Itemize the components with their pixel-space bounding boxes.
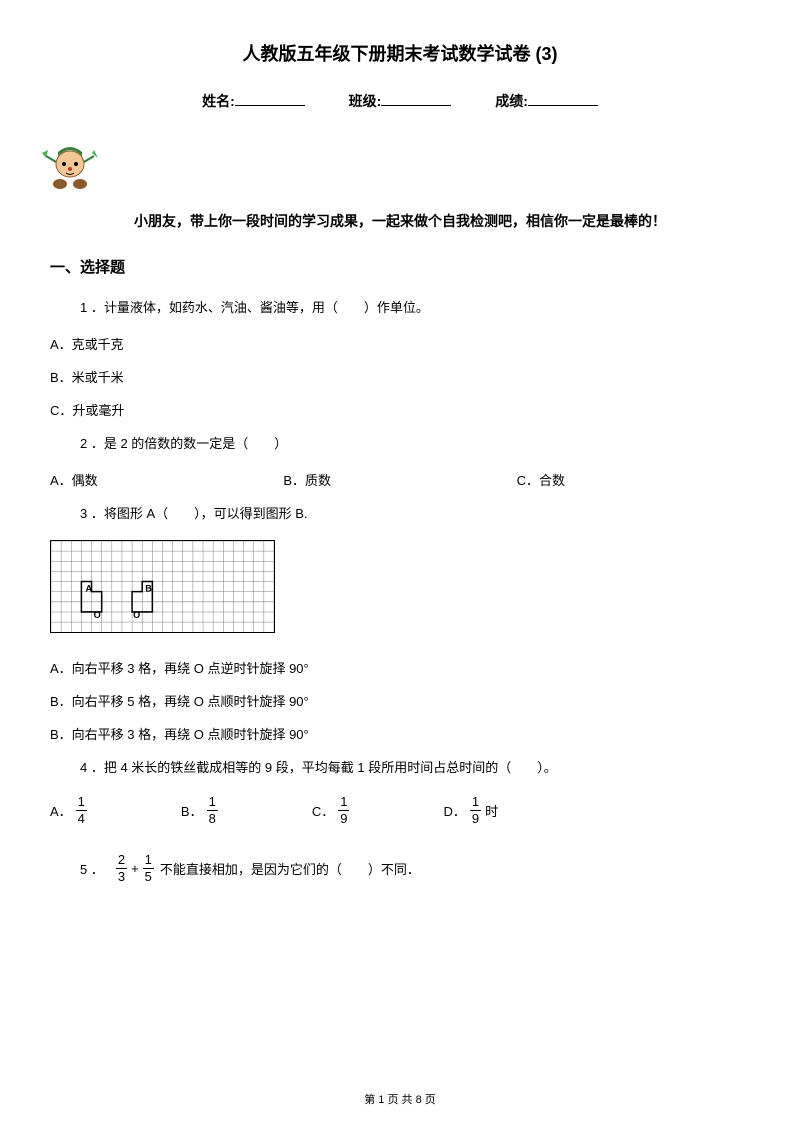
name-label: 姓名:: [202, 93, 235, 109]
q4-opt-b: B． 18: [181, 794, 222, 827]
q4-opt-d: D． 19 时: [443, 794, 498, 827]
q1-opt-a: A．克或千克: [50, 334, 750, 353]
q4-opt-c-label: C．: [312, 801, 334, 820]
q4-opt-a: A． 14: [50, 794, 91, 827]
class-blank[interactable]: [381, 105, 451, 106]
q1-opt-b: B．米或千米: [50, 367, 750, 386]
q4-opt-d-label: D．: [443, 801, 465, 820]
q3-grid-figure: A O B O: [50, 540, 275, 640]
q2-options: A．偶数 B．质数 C．合数: [50, 470, 750, 489]
plus-icon: +: [131, 861, 139, 876]
q4-options: A． 14 B． 18 C． 19 D． 19 时: [50, 794, 750, 827]
q5-prefix: 5 ．: [80, 859, 104, 878]
class-label: 班级:: [349, 93, 382, 109]
svg-text:B: B: [145, 584, 152, 594]
q2-opt-c: C．合数: [517, 470, 750, 489]
q2-opt-a: A．偶数: [50, 470, 283, 489]
q2-opt-b: B．质数: [283, 470, 516, 489]
q4-opt-b-label: B．: [181, 801, 203, 820]
encourage-text: 小朋友，带上你一段时间的学习成果，一起来做个自我检测吧，相信你一定是最棒的！: [50, 211, 750, 231]
score-blank[interactable]: [528, 105, 598, 106]
fraction-icon: 14: [76, 794, 87, 827]
q3-opt-b: B．向右平移 5 格，再绕 O 点顺时针旋择 90°: [50, 691, 750, 710]
q4-opt-c: C． 19: [312, 794, 354, 827]
q3-text: 3 ．将图形 A（ ），可以得到图形 B.: [80, 503, 750, 522]
q5-text: 5 ． 23 + 15 不能直接相加，是因为它们的（ ）不同．: [80, 852, 750, 885]
svg-text:O: O: [94, 610, 101, 620]
q1-opt-c: C．升或毫升: [50, 400, 750, 419]
q1-text: 1 ．计量液体，如药水、汽油、酱油等，用（ ）作单位。: [80, 297, 750, 316]
exam-title: 人教版五年级下册期末考试数学试卷 (3): [50, 40, 750, 66]
name-blank[interactable]: [235, 105, 305, 106]
mascot-icon: [40, 136, 100, 196]
section-1-title: 一、选择题: [50, 256, 750, 277]
fraction-icon: 19: [338, 794, 349, 827]
info-row: 姓名: 班级: 成绩:: [50, 91, 750, 111]
fraction-icon: 18: [207, 794, 218, 827]
q5-rest: 不能直接相加，是因为它们的（ ）不同．: [160, 859, 420, 878]
q4-opt-d-suffix: 时: [485, 801, 498, 820]
fraction-icon: 19: [470, 794, 481, 827]
page-footer: 第 1 页 共 8 页: [0, 1091, 800, 1107]
score-label: 成绩:: [495, 93, 528, 109]
q3-opt-a: A．向右平移 3 格，再绕 O 点逆时针旋择 90°: [50, 658, 750, 677]
q4-text: 4 ．把 4 米长的铁丝截成相等的 9 段，平均每截 1 段所用时间占总时间的（…: [80, 757, 750, 776]
svg-text:A: A: [85, 584, 92, 594]
fraction-icon: 23: [116, 852, 127, 885]
svg-text:O: O: [133, 610, 140, 620]
q2-text: 2 ．是 2 的倍数的数一定是（ ）: [80, 433, 750, 452]
q5-expression: 23 + 15: [112, 852, 158, 885]
fraction-icon: 15: [143, 852, 154, 885]
q3-opt-c: B．向右平移 3 格，再绕 O 点顺时针旋择 90°: [50, 724, 750, 743]
q4-opt-a-label: A．: [50, 801, 72, 820]
